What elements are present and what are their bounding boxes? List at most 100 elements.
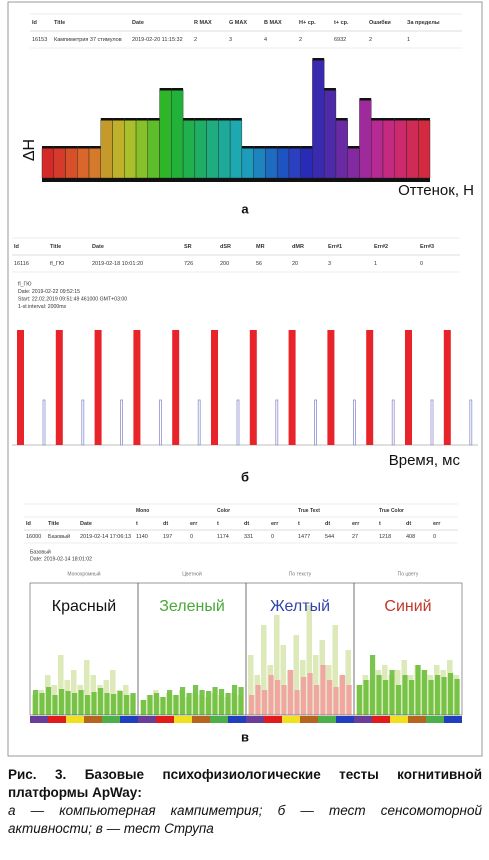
info-line: 1-st interval: 2000ms (18, 304, 67, 310)
color-strip (84, 716, 102, 723)
color-strip (444, 716, 462, 723)
stimulus-word: Зеленый (159, 598, 225, 615)
table-header: Title (48, 521, 59, 527)
table-header: Id (32, 20, 37, 26)
bar (225, 693, 231, 715)
bar (268, 675, 274, 715)
color-strip (210, 716, 228, 723)
bar-cap (418, 118, 430, 121)
table-cell: Кампиметрия 37 стимулов (54, 37, 122, 43)
bar (339, 675, 346, 715)
subpanel-frame (353, 582, 463, 716)
bar-cap (371, 118, 383, 121)
stimulus-bar (133, 330, 141, 445)
color-strip (264, 716, 282, 723)
bar (347, 147, 360, 179)
bar-cap (241, 146, 254, 149)
bar (408, 680, 415, 715)
bar (199, 690, 205, 715)
stimulus-word: Красный (52, 598, 116, 615)
bar-cap (171, 88, 184, 91)
response-bar (430, 399, 434, 446)
stimulus-bar (288, 330, 296, 445)
bar (287, 670, 294, 715)
table-header: B MAX (264, 20, 282, 26)
bar (441, 677, 447, 715)
stimulus-word: Желтый (270, 598, 330, 615)
table-header: За пределы (407, 20, 440, 26)
bar-cap (382, 118, 395, 121)
stimulus-bar (172, 330, 180, 445)
color-strip (66, 716, 84, 723)
bar-cap (183, 118, 195, 121)
bar (179, 687, 186, 715)
table-header: Err#1 (328, 244, 342, 250)
table-header: Ошибки (369, 19, 391, 26)
bar (194, 119, 207, 179)
background-bar (248, 655, 254, 715)
bar-cap (159, 88, 172, 91)
background-bar (345, 650, 352, 715)
stimulus-bar (17, 330, 24, 445)
bar (421, 670, 428, 715)
bar (112, 119, 125, 179)
bar (71, 693, 78, 715)
bar-cap (359, 98, 372, 101)
stimulus-bar (249, 330, 257, 445)
bar (255, 685, 261, 715)
table-header: t (217, 521, 219, 527)
table-header: err (271, 521, 279, 527)
bar (389, 670, 395, 715)
bar (371, 119, 384, 179)
y-axis-label: ΔH (21, 139, 38, 161)
table-cell: 16153 (32, 37, 47, 43)
bar-cap (194, 118, 207, 121)
bar-cap (300, 146, 313, 149)
table-cell: 1174 (217, 534, 229, 540)
bar (182, 119, 196, 179)
table-header: err (190, 521, 198, 527)
background-bar (84, 660, 90, 715)
bar-cap (42, 146, 54, 149)
bar (415, 665, 421, 715)
bar (58, 689, 65, 715)
color-strip (390, 716, 408, 723)
bar (218, 119, 231, 179)
bar (313, 685, 320, 715)
bar-cap (265, 146, 278, 149)
color-strip (282, 716, 300, 723)
table-header: dSR (220, 244, 231, 250)
table-header: MR (256, 244, 265, 250)
table-header: t (136, 521, 138, 527)
color-strip (102, 716, 120, 723)
table-cell: 16116 (14, 261, 29, 267)
table-header: Title (50, 244, 61, 250)
bar (205, 691, 212, 715)
table-header: H+ ср. (299, 20, 316, 26)
bar (147, 695, 153, 715)
color-strip (120, 716, 138, 723)
response-bar (81, 399, 85, 446)
bar-cap (406, 118, 419, 121)
bar (241, 147, 254, 179)
info-line: fl_ГЮ (18, 281, 32, 287)
table-cell: fl_ГЮ (50, 261, 65, 267)
bar (117, 691, 123, 715)
table-group: Color (217, 508, 230, 514)
stimulus-bar (94, 330, 102, 445)
bar (276, 147, 290, 179)
table-cell: 27 (352, 534, 358, 540)
bar (186, 693, 192, 715)
response-bar (236, 399, 240, 446)
table-cell: 2 (299, 37, 302, 43)
stimulus-bar (55, 330, 63, 445)
table-header: R MAX (194, 20, 212, 26)
caption-text: а — компьютерная кампиметрия; б — тест с… (8, 803, 482, 836)
bar (97, 688, 104, 715)
table-header: t (379, 521, 381, 527)
panel-label: в (241, 729, 249, 744)
bar-cap (65, 146, 78, 149)
bar (160, 697, 166, 715)
table-cell: 408 (406, 534, 415, 540)
bar (346, 685, 352, 715)
